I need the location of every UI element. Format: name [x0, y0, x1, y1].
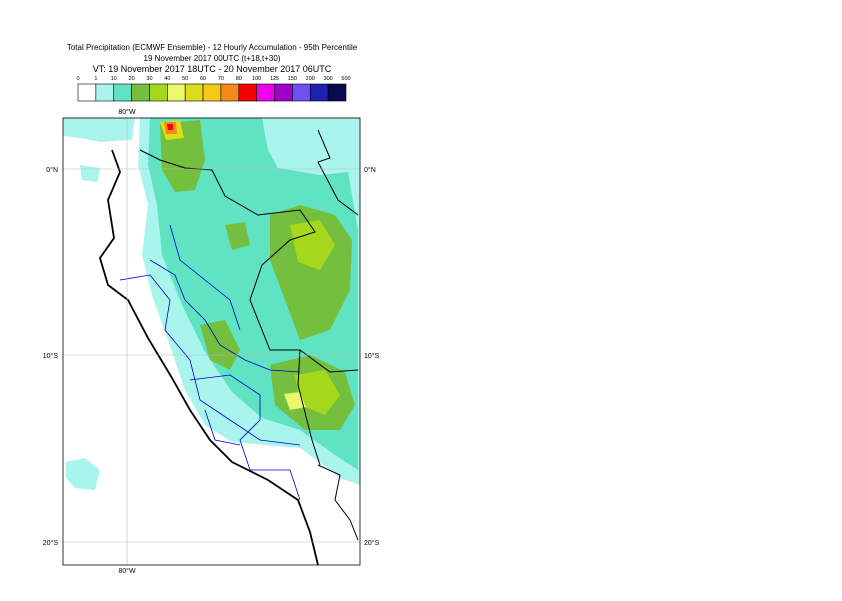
- precip-area: [66, 458, 100, 490]
- precip-area: [63, 118, 135, 142]
- lat-label: 20°S: [364, 539, 380, 547]
- map: [63, 118, 360, 565]
- precip-area: [290, 220, 335, 270]
- precip-area: [80, 165, 100, 182]
- colorbar-label: 20: [129, 76, 135, 82]
- lat-label: 0°N: [364, 166, 376, 174]
- colorbar-swatch: [77, 83, 97, 102]
- colorbar: 0 1 10 20 30 40 50 60 70 80 100 125 150 200 300 500: [76, 76, 351, 102]
- colorbar-label: 125: [270, 76, 279, 82]
- region-border: [149, 259, 301, 373]
- lat-label: 0°N: [46, 166, 58, 174]
- region-border: [189, 374, 301, 501]
- colorbar-swatch: [238, 83, 257, 102]
- colorbar-swatch: [274, 83, 293, 102]
- colorbar-label: 80: [236, 76, 242, 82]
- title-line: 19 November 2017 00UTC (t+18,t+30): [144, 54, 281, 63]
- colorbar-label: 60: [200, 76, 206, 82]
- lat-label: 10°S: [43, 352, 59, 360]
- colorbar-label: 300: [324, 76, 333, 82]
- title-line: Total Precipitation (ECMWF Ensemble) - 1…: [67, 43, 358, 52]
- graticule: [63, 118, 360, 565]
- colorbar-swatch: [256, 83, 275, 102]
- colorbar-swatch: [292, 83, 311, 102]
- colorbar-swatch: [149, 83, 168, 102]
- colorbar-swatch: [309, 83, 329, 102]
- precip-area: [225, 222, 250, 250]
- colorbar-swatch: [167, 83, 186, 102]
- colorbar-swatch: [202, 83, 222, 102]
- colorbar-label: 500: [341, 76, 350, 82]
- lat-label: 20°S: [43, 539, 59, 547]
- border: [299, 349, 359, 373]
- colorbar-label: 1: [94, 76, 97, 82]
- precip-area: [167, 124, 173, 130]
- region-border: [119, 274, 301, 446]
- colorbar-label: 100: [252, 76, 261, 82]
- colorbar-label: 70: [218, 76, 224, 82]
- colorbar-label: 200: [306, 76, 315, 82]
- colorbar-swatch: [327, 83, 347, 102]
- colorbar-label: 40: [164, 76, 170, 82]
- border: [317, 464, 359, 541]
- title-line: VT: 19 November 2017 18UTC - 20 November…: [93, 64, 332, 74]
- region-border: [169, 224, 241, 331]
- colorbar-swatch: [131, 83, 150, 102]
- colorbar-swatch: [95, 83, 115, 102]
- precip-area: [295, 370, 340, 415]
- lon-label: 80°W: [118, 108, 136, 116]
- colorbar-label: 30: [146, 76, 152, 82]
- region-border: [204, 409, 241, 446]
- colorbar-swatch: [184, 83, 204, 102]
- precip-area: [270, 205, 352, 340]
- colorbar-label: 0: [76, 76, 79, 82]
- colorbar-swatch: [113, 83, 132, 102]
- lat-label: 10°S: [364, 352, 380, 360]
- lon-label: 80°W: [118, 567, 136, 575]
- coastline: [99, 149, 319, 565]
- map-frame: [62, 117, 361, 566]
- colorbar-swatch: [220, 83, 240, 102]
- colorbar-label: 10: [111, 76, 117, 82]
- colorbar-label: 50: [182, 76, 188, 82]
- colorbar-label: 150: [288, 76, 297, 82]
- border: [317, 129, 359, 216]
